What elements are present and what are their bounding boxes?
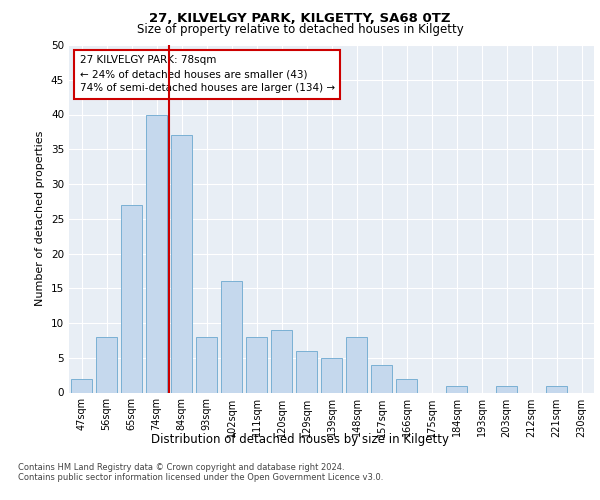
Bar: [371, 364, 392, 392]
Bar: [496, 386, 517, 392]
Bar: [546, 386, 567, 392]
Bar: [71, 378, 92, 392]
Bar: [271, 330, 292, 392]
Bar: [246, 337, 267, 392]
Bar: [296, 351, 317, 393]
Text: Contains HM Land Registry data © Crown copyright and database right 2024.: Contains HM Land Registry data © Crown c…: [18, 462, 344, 471]
Text: 27, KILVELGY PARK, KILGETTY, SA68 0TZ: 27, KILVELGY PARK, KILGETTY, SA68 0TZ: [149, 12, 451, 26]
Bar: [321, 358, 342, 392]
Bar: [196, 337, 217, 392]
Bar: [121, 205, 142, 392]
Text: Contains public sector information licensed under the Open Government Licence v3: Contains public sector information licen…: [18, 472, 383, 482]
Bar: [146, 114, 167, 392]
Bar: [346, 337, 367, 392]
Bar: [221, 282, 242, 393]
Bar: [396, 378, 417, 392]
Text: Size of property relative to detached houses in Kilgetty: Size of property relative to detached ho…: [137, 22, 463, 36]
Bar: [96, 337, 117, 392]
Bar: [446, 386, 467, 392]
Text: Distribution of detached houses by size in Kilgetty: Distribution of detached houses by size …: [151, 432, 449, 446]
Bar: [171, 136, 192, 392]
Y-axis label: Number of detached properties: Number of detached properties: [35, 131, 46, 306]
Text: 27 KILVELGY PARK: 78sqm
← 24% of detached houses are smaller (43)
74% of semi-de: 27 KILVELGY PARK: 78sqm ← 24% of detache…: [79, 56, 335, 94]
